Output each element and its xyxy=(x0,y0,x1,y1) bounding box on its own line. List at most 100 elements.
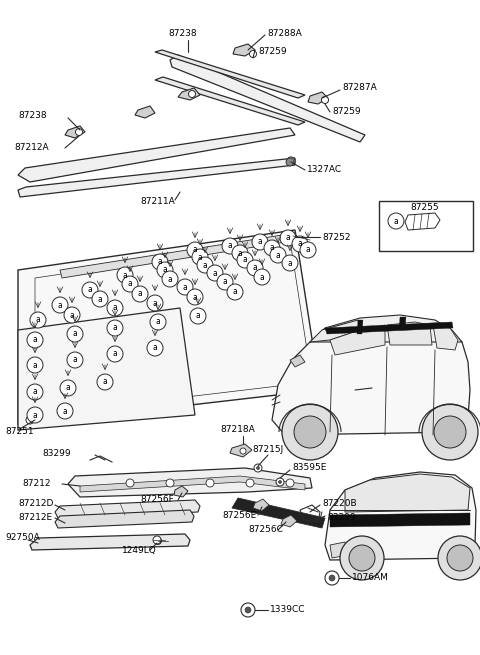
Polygon shape xyxy=(230,444,252,457)
Circle shape xyxy=(217,274,233,290)
Text: a: a xyxy=(286,233,290,242)
Text: 83299: 83299 xyxy=(327,514,356,523)
Circle shape xyxy=(177,279,193,295)
Text: a: a xyxy=(252,263,257,272)
Text: a: a xyxy=(33,360,37,369)
Text: 87238: 87238 xyxy=(18,111,47,119)
Text: 92750A: 92750A xyxy=(5,534,40,542)
Text: a: a xyxy=(113,303,118,312)
Polygon shape xyxy=(272,318,470,435)
Text: a: a xyxy=(113,324,118,333)
Text: a: a xyxy=(258,238,263,246)
Circle shape xyxy=(107,320,123,336)
Text: a: a xyxy=(153,299,157,307)
Circle shape xyxy=(237,252,253,268)
Polygon shape xyxy=(330,325,385,355)
Circle shape xyxy=(282,404,338,460)
Polygon shape xyxy=(55,510,194,528)
Circle shape xyxy=(107,300,123,316)
Circle shape xyxy=(153,536,161,544)
Circle shape xyxy=(300,242,316,258)
Polygon shape xyxy=(155,77,305,125)
Circle shape xyxy=(241,603,255,617)
Polygon shape xyxy=(68,468,312,497)
Circle shape xyxy=(27,384,43,400)
Circle shape xyxy=(325,571,339,585)
Circle shape xyxy=(290,233,296,239)
Polygon shape xyxy=(290,355,305,367)
Text: 87211A: 87211A xyxy=(140,198,175,206)
Text: a: a xyxy=(394,217,398,225)
Circle shape xyxy=(150,314,166,330)
Circle shape xyxy=(349,545,375,571)
Text: a: a xyxy=(153,343,157,352)
Circle shape xyxy=(388,213,404,229)
Circle shape xyxy=(187,289,203,305)
Circle shape xyxy=(162,271,178,287)
Circle shape xyxy=(280,230,296,246)
Text: a: a xyxy=(36,316,40,324)
Text: a: a xyxy=(228,242,232,250)
Text: a: a xyxy=(72,329,77,339)
Polygon shape xyxy=(357,320,363,334)
Circle shape xyxy=(322,96,328,103)
Text: a: a xyxy=(223,278,228,286)
Polygon shape xyxy=(18,308,195,430)
Circle shape xyxy=(252,234,268,250)
Circle shape xyxy=(254,464,262,472)
Circle shape xyxy=(227,284,243,300)
Polygon shape xyxy=(178,88,200,100)
Circle shape xyxy=(67,352,83,368)
Circle shape xyxy=(189,90,195,98)
Circle shape xyxy=(286,158,294,166)
Circle shape xyxy=(340,536,384,580)
Text: a: a xyxy=(58,301,62,310)
Circle shape xyxy=(107,346,123,362)
Circle shape xyxy=(147,340,163,356)
Text: a: a xyxy=(62,407,67,415)
Circle shape xyxy=(117,267,133,283)
Text: a: a xyxy=(192,246,197,255)
Text: a: a xyxy=(192,293,197,301)
Circle shape xyxy=(222,238,238,254)
Text: a: a xyxy=(198,252,203,261)
Text: a: a xyxy=(103,377,108,386)
Circle shape xyxy=(82,282,98,298)
Polygon shape xyxy=(155,50,305,98)
Text: a: a xyxy=(157,257,162,267)
Text: a: a xyxy=(298,240,302,248)
Circle shape xyxy=(26,416,34,424)
Polygon shape xyxy=(232,498,325,528)
Text: 87259: 87259 xyxy=(332,107,360,117)
Polygon shape xyxy=(60,233,298,278)
Text: a: a xyxy=(97,295,102,303)
Circle shape xyxy=(190,308,206,324)
Circle shape xyxy=(27,357,43,373)
Circle shape xyxy=(92,291,108,307)
Polygon shape xyxy=(308,92,328,104)
Text: 87212E: 87212E xyxy=(18,514,52,523)
Text: 87212D: 87212D xyxy=(18,500,53,508)
Circle shape xyxy=(155,538,161,544)
Polygon shape xyxy=(310,320,360,342)
Text: a: a xyxy=(233,288,238,297)
Polygon shape xyxy=(174,486,188,497)
Text: a: a xyxy=(33,388,37,396)
Circle shape xyxy=(97,374,113,390)
Text: a: a xyxy=(138,290,143,299)
Text: 87288A: 87288A xyxy=(267,29,302,37)
Text: a: a xyxy=(128,280,132,288)
Circle shape xyxy=(247,260,263,276)
Text: 87251: 87251 xyxy=(5,428,34,436)
Text: a: a xyxy=(156,318,160,326)
Text: 1339CC: 1339CC xyxy=(270,605,305,614)
Circle shape xyxy=(57,403,73,419)
Circle shape xyxy=(147,295,163,311)
Circle shape xyxy=(240,448,246,454)
Circle shape xyxy=(245,607,251,613)
Text: 83595E: 83595E xyxy=(292,464,326,472)
Circle shape xyxy=(52,297,68,313)
Text: 87259: 87259 xyxy=(258,48,287,56)
Circle shape xyxy=(276,478,284,486)
Text: a: a xyxy=(238,248,242,257)
